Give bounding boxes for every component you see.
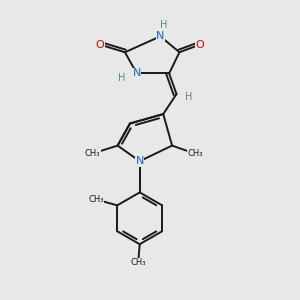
Text: N: N [136,156,144,166]
Text: O: O [196,40,204,50]
Text: CH₃: CH₃ [88,195,104,204]
Text: O: O [96,40,104,50]
Text: CH₃: CH₃ [85,149,100,158]
Text: H: H [118,73,125,83]
Text: N: N [156,31,164,41]
Text: H: H [160,20,167,30]
Text: CH₃: CH₃ [187,149,203,158]
Text: H: H [185,92,193,102]
Text: CH₃: CH₃ [130,258,146,267]
Text: N: N [133,68,141,78]
